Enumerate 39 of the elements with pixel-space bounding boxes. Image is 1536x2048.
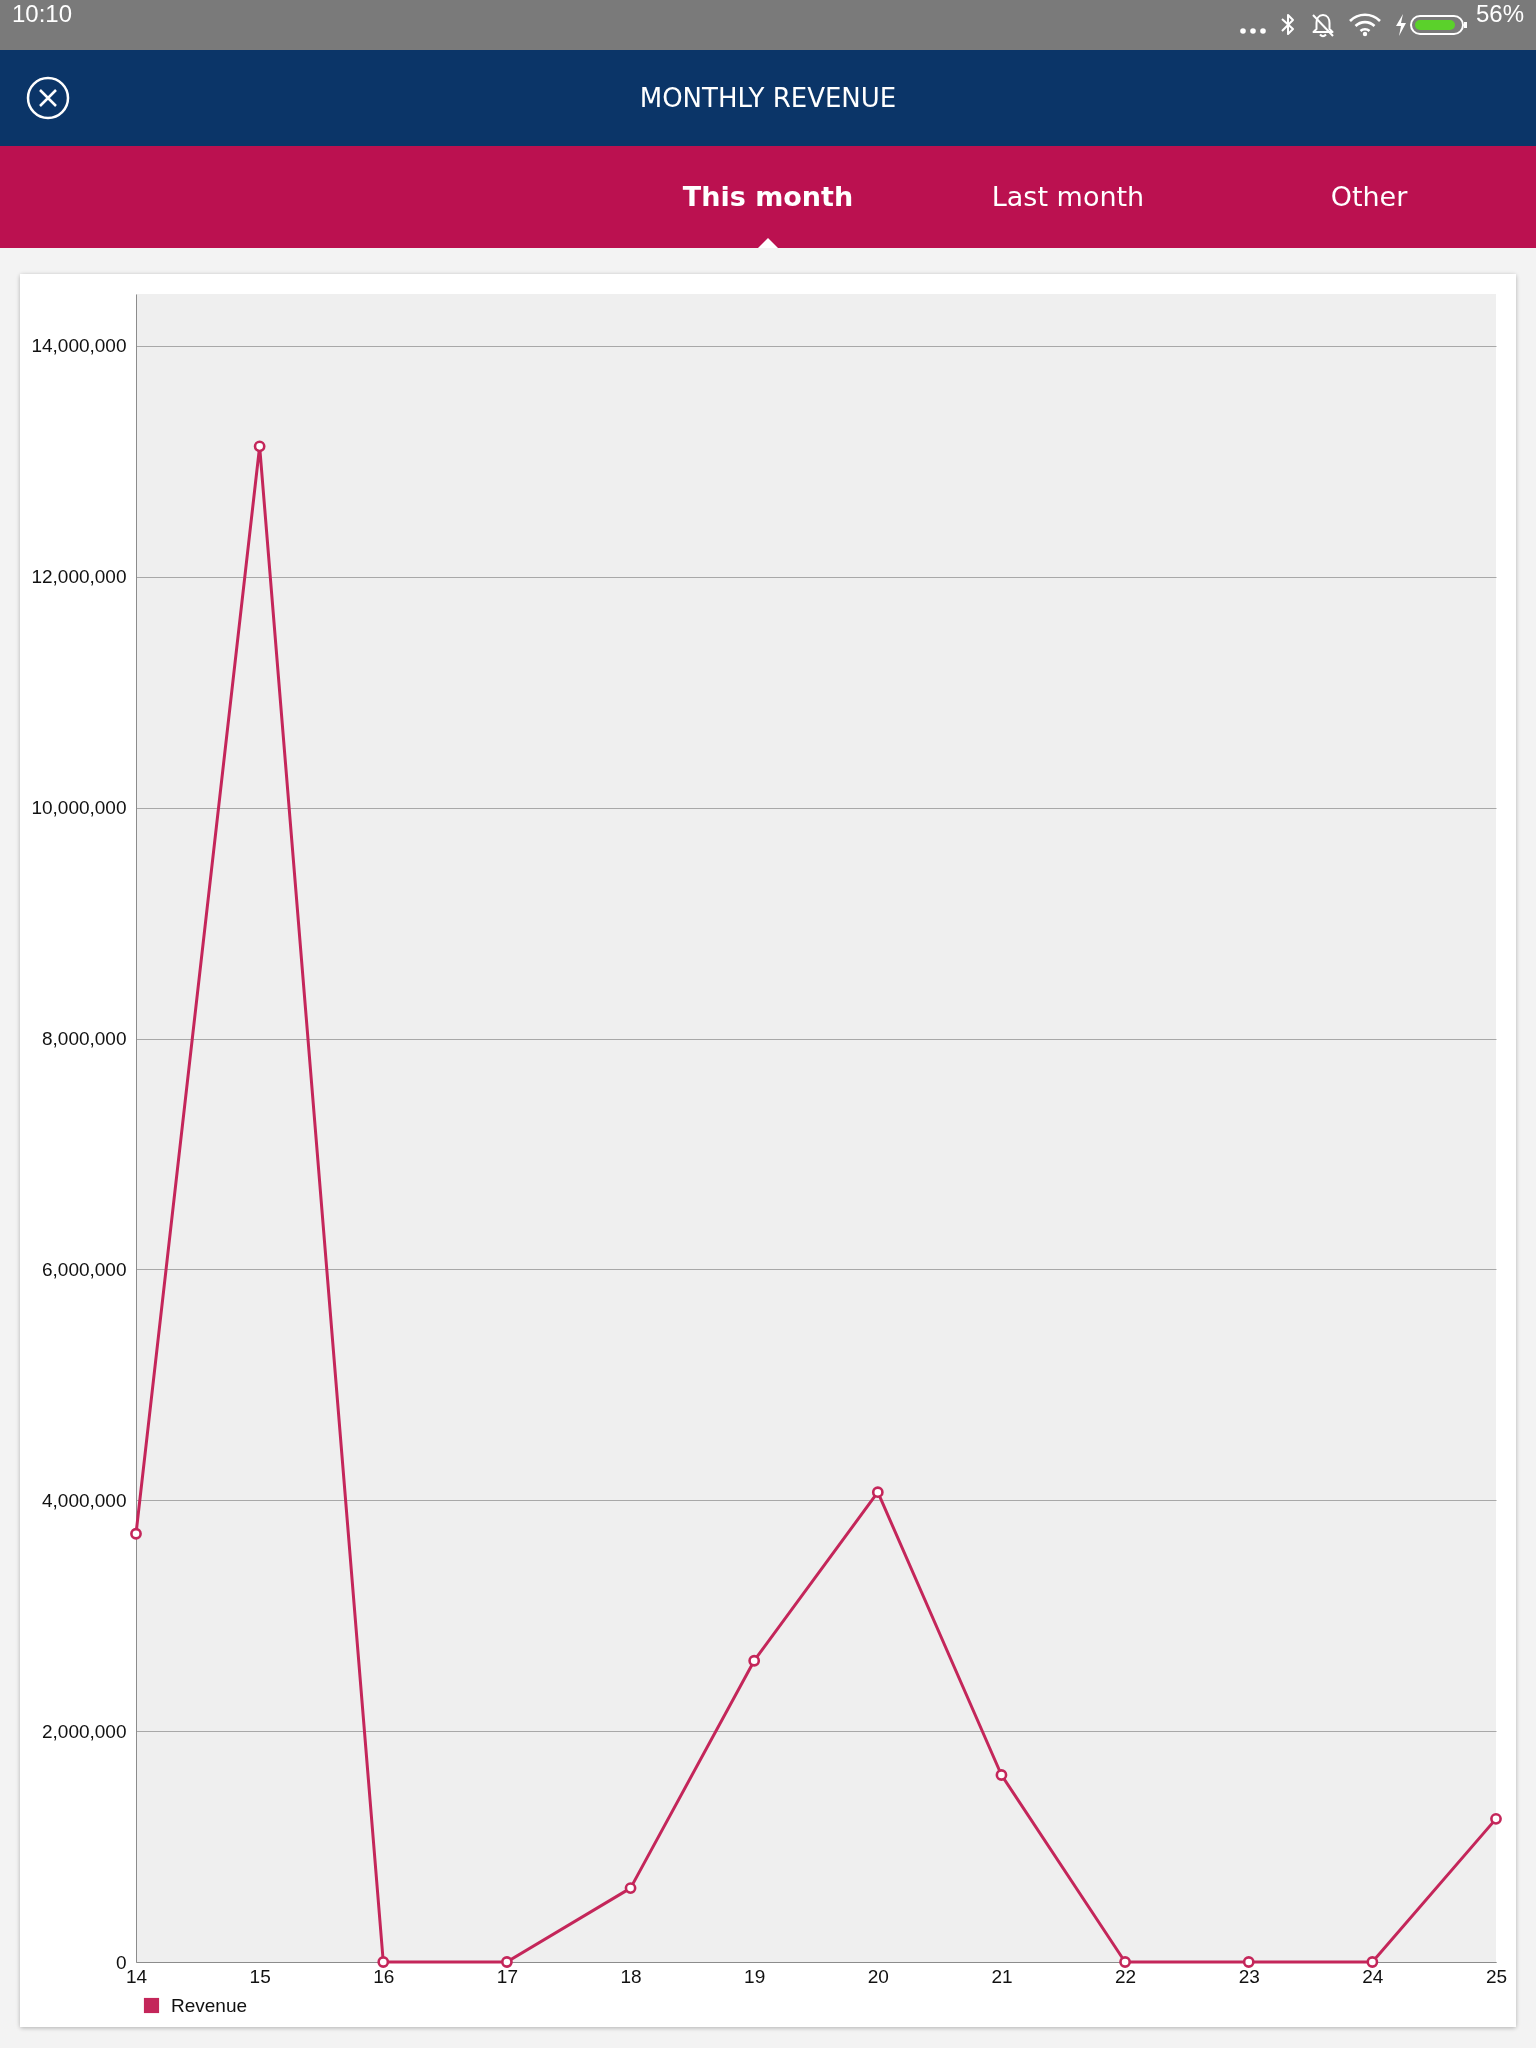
y-tick-label: 6,000,000 <box>41 1258 127 1280</box>
text: This month <box>681 180 855 214</box>
point <box>130 1527 142 1540</box>
y-tick-label: 0 <box>115 1951 127 1973</box>
x-tick-label: 20 <box>867 1965 889 1987</box>
x-tick-label: 19 <box>744 1965 766 1987</box>
x-tick-label: 14 <box>125 1965 148 1987</box>
point <box>1242 1956 1255 1968</box>
point <box>377 1956 390 1968</box>
x-tick-label: 16 <box>373 1965 395 1987</box>
x-tick-label: 18 <box>620 1965 642 1987</box>
x-tick-label: 23 <box>1238 1965 1260 1987</box>
x-tick-label: 22 <box>1115 1965 1137 1987</box>
y-tick-label: 8,000,000 <box>41 1028 127 1050</box>
y-tick-label: 2,000,000 <box>41 1720 127 1742</box>
point <box>1366 1956 1379 1968</box>
chart-title: MONTHLY REVENUE <box>0 50 1536 146</box>
y-tick-label: 14,000,000 <box>31 335 127 357</box>
x-tick-label: 17 <box>496 1965 518 1987</box>
point <box>995 1769 1008 1781</box>
legend-label: Revenue <box>171 1994 248 2016</box>
x-tick-label: 24 <box>1362 1965 1384 1987</box>
text: 56% <box>1475 0 1524 29</box>
y-tick-label: 12,000,000 <box>31 566 127 588</box>
point <box>1119 1956 1131 1968</box>
x-tick-label: 25 <box>1485 1965 1508 1987</box>
point <box>624 1882 637 1895</box>
point <box>253 440 266 453</box>
text: Other <box>1329 180 1409 214</box>
x-tick-label: 21 <box>991 1965 1013 1987</box>
text: 10:10 <box>12 0 73 29</box>
y-tick-label: 10,000,000 <box>31 797 127 819</box>
point <box>871 1486 884 1499</box>
y-tick-label: 4,000,000 <box>41 1489 127 1511</box>
point <box>501 1956 513 1968</box>
point <box>748 1654 761 1667</box>
x-tick-label: 15 <box>249 1965 271 1987</box>
text: Last month <box>990 180 1146 214</box>
point <box>1490 1812 1502 1825</box>
